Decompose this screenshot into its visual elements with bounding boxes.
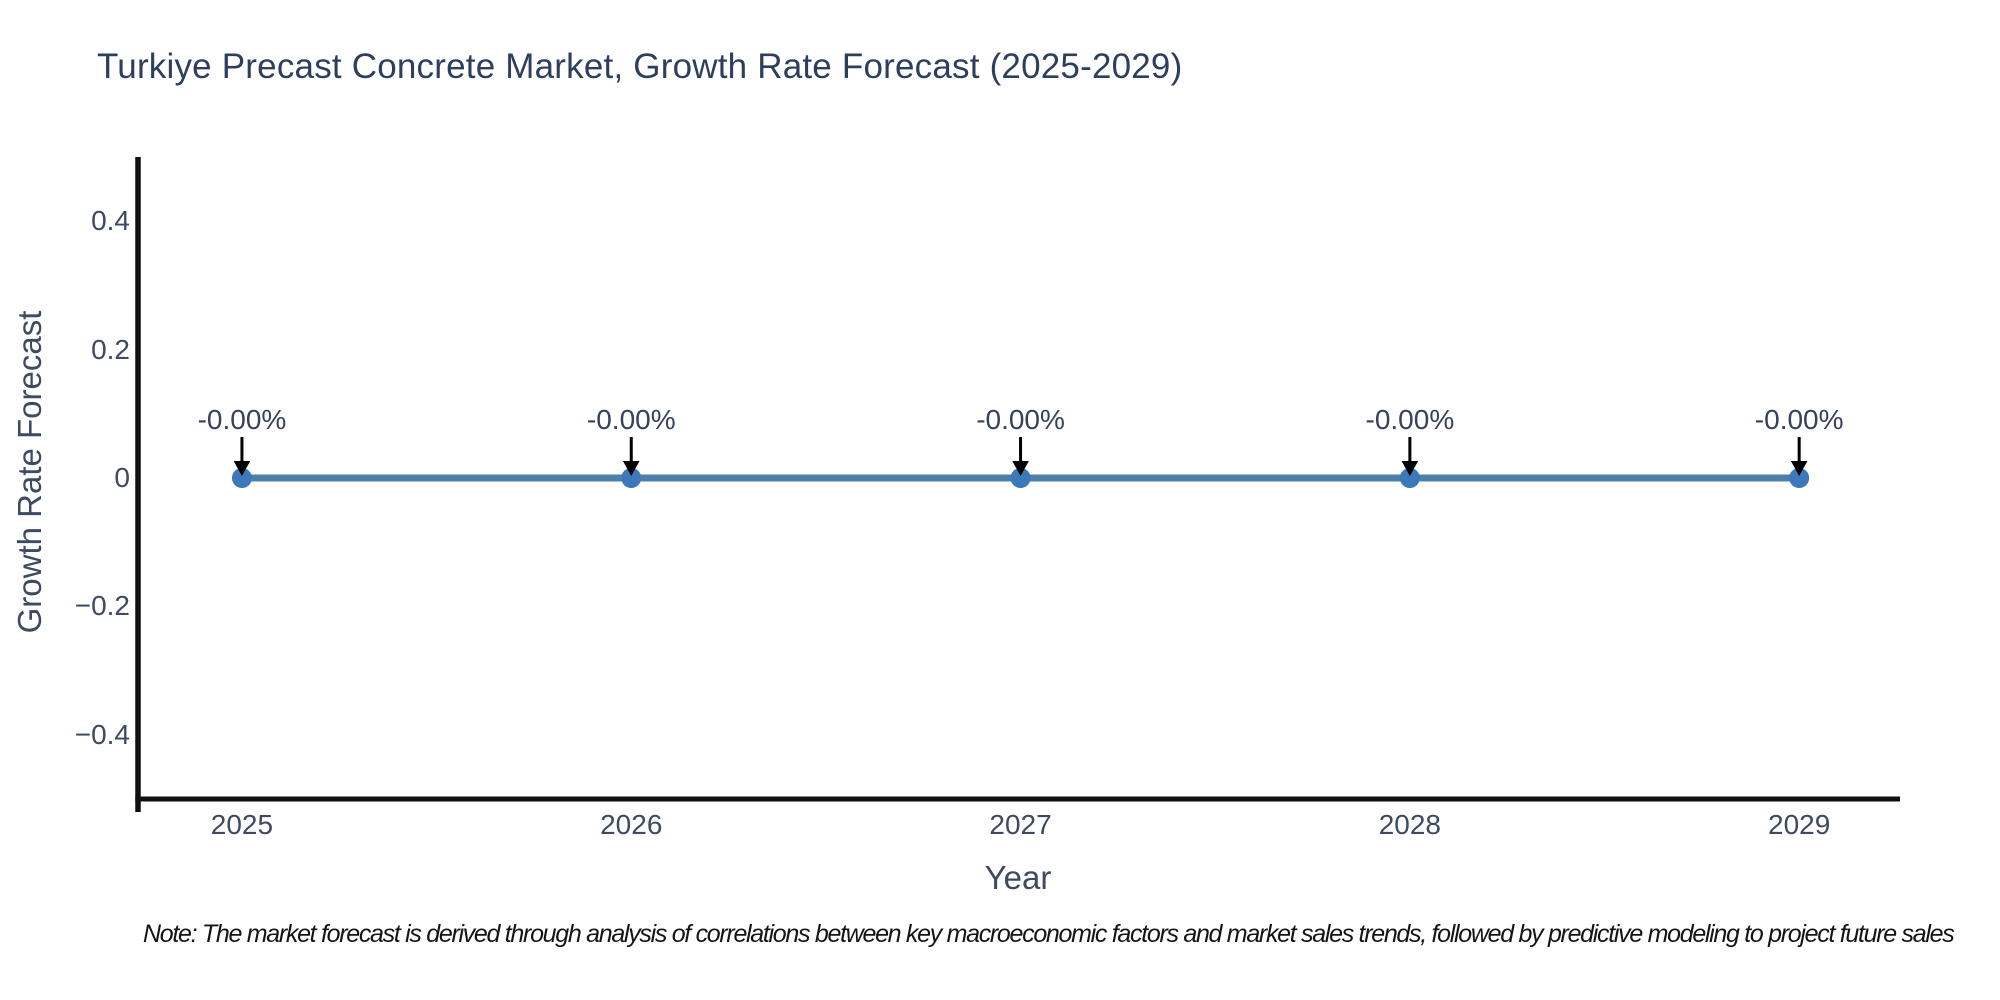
x-tick-label: 2029 [1768, 809, 1831, 840]
x-axis-title: Year [984, 859, 1052, 896]
y-tick-label: −0.2 [74, 590, 130, 622]
x-tick-label: 2026 [600, 809, 663, 840]
y-tick-label: −0.4 [74, 718, 130, 750]
annotation-arrow-head [1790, 461, 1808, 476]
footnote: Note: The market forecast is derived thr… [143, 920, 1955, 948]
x-tick-label: 2027 [989, 809, 1052, 840]
point-annotation-label: -0.00% [197, 404, 287, 435]
data-point-marker [1789, 468, 1810, 488]
chart-title: Turkiye Precast Concrete Market, Growth … [97, 47, 1183, 86]
point-annotation-label: -0.00% [976, 404, 1065, 435]
x-tick-label: 2025 [210, 809, 274, 840]
point-annotation-label: -0.00% [586, 404, 676, 435]
y-tick-label: 0.4 [91, 205, 130, 237]
data-point-marker [231, 468, 252, 488]
annotation-arrow-head [1401, 461, 1419, 476]
x-tick-label: 2028 [1378, 809, 1442, 840]
y-tick-label: 0.2 [91, 333, 130, 365]
annotation-arrow-head [1012, 461, 1029, 476]
data-point-marker [1399, 468, 1420, 488]
annotation-arrow-head [622, 461, 640, 476]
data-point-marker [1010, 468, 1031, 488]
point-annotation-label: -0.00% [1754, 404, 1844, 435]
annotation-arrow-head [233, 461, 251, 476]
data-point-marker [621, 468, 642, 488]
point-annotation-label: -0.00% [1365, 404, 1455, 435]
y-tick-label: 0 [114, 462, 130, 493]
